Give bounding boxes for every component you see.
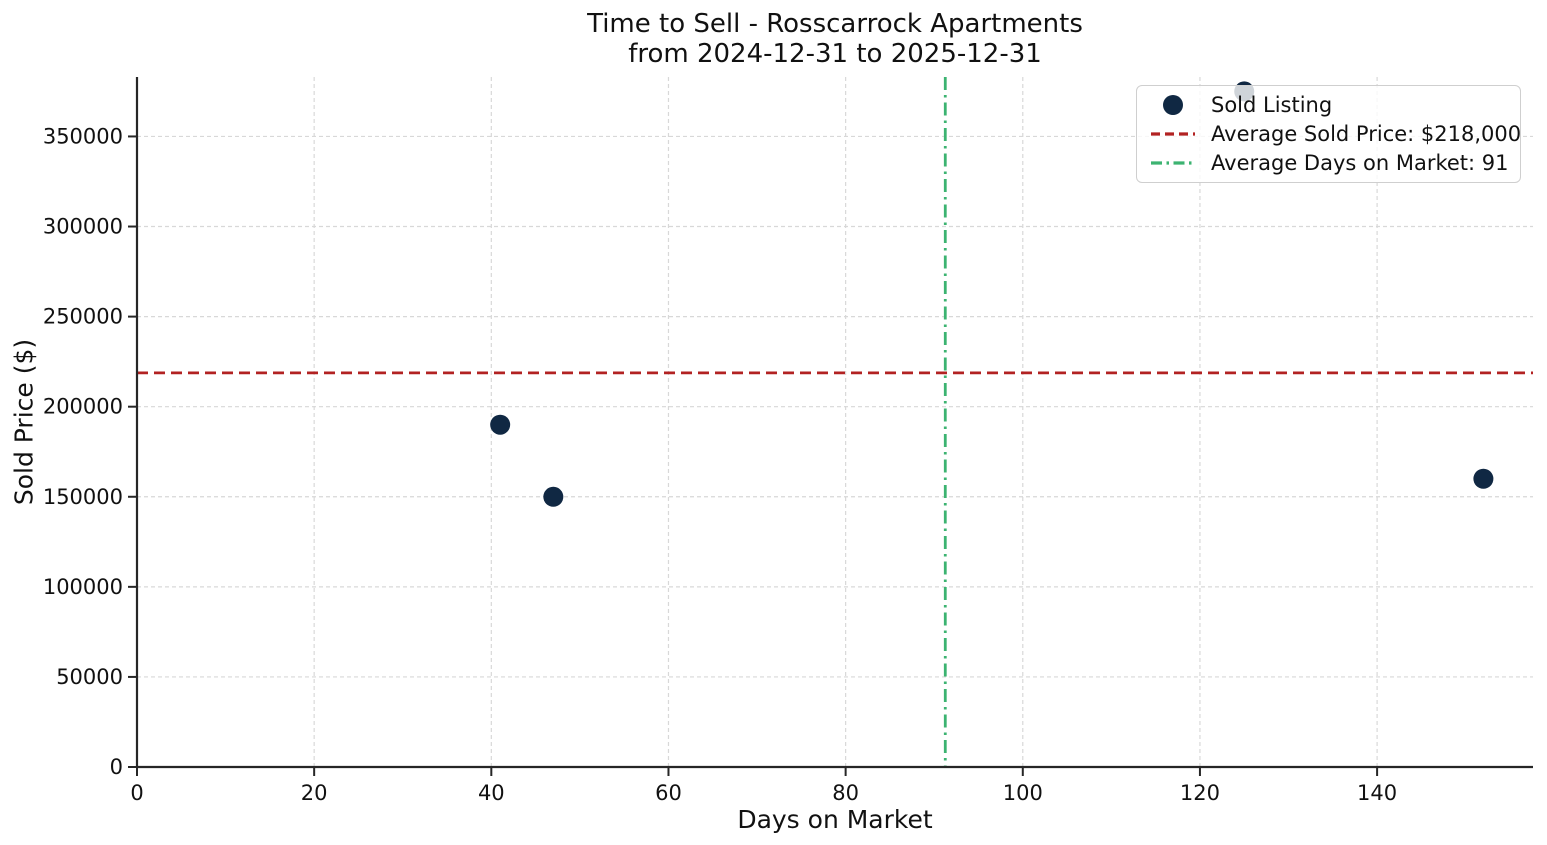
legend-row-sold-listing: Sold Listing [1145,93,1510,117]
x-tick-label: 80 [832,781,859,805]
chart-title-line1: Time to Sell - Rosscarrock Apartments [587,9,1083,39]
sold-listing-point [490,414,511,435]
y-tick-label: 100000 [43,575,123,599]
y-tick-label: 200000 [43,395,123,419]
x-tick-label: 140 [1357,781,1397,805]
legend-label-avg-days: Average Days on Market: 91 [1211,150,1509,175]
chart-title: Time to Sell - Rosscarrock Apartments fr… [587,9,1083,69]
y-tick-label: 0 [110,755,123,779]
sold-listing-point [1473,468,1494,489]
avg-price-dashed-line-icon [1145,122,1201,146]
x-tick-label: 100 [1003,781,1043,805]
y-tick-label: 50000 [56,665,123,689]
sold-listing-dot-icon [1145,93,1201,117]
chart-title-line2: from 2024-12-31 to 2025-12-31 [628,38,1042,69]
x-tick-label: 0 [130,781,143,805]
x-tick-label: 20 [301,781,328,805]
legend-row-avg-price: Average Sold Price: $218,000 [1145,122,1521,146]
x-tick-label: 40 [478,781,505,805]
x-tick-label: 120 [1180,781,1220,805]
legend-label-avg-price: Average Sold Price: $218,000 [1211,121,1522,146]
x-tick-label: 60 [655,781,682,805]
y-tick-label: 250000 [43,305,123,329]
y-tick-label: 350000 [43,124,123,148]
y-tick-label: 150000 [43,485,123,509]
y-axis-label: Sold Price ($) [9,338,39,506]
sold-listing-point [543,486,564,507]
y-tick-label: 300000 [43,215,123,239]
legend-row-avg-days: Average Days on Market: 91 [1145,151,1510,175]
legend-label-sold-listing: Sold Listing [1211,93,1333,118]
avg-days-dashdot-line-icon [1145,151,1201,175]
legend: Sold Listing Average Sold Price: $218,00… [1136,85,1521,183]
x-axis-label: Days on Market [737,805,933,834]
